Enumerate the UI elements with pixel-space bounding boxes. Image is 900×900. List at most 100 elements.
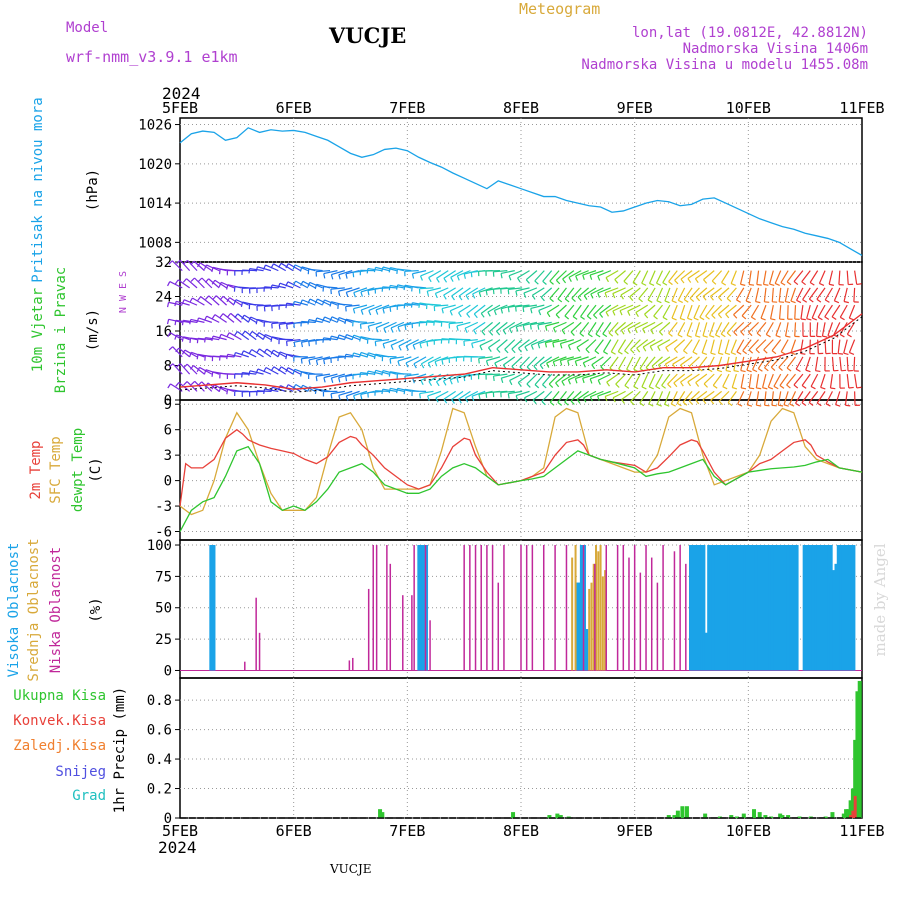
wind-barb-tick — [270, 349, 274, 355]
x-tick-label-bottom: 7FEB — [389, 822, 425, 840]
wind-barb — [463, 339, 478, 342]
wind-barb-tick — [189, 365, 194, 370]
wind-barb — [664, 287, 671, 302]
wind-barb — [686, 304, 693, 319]
wind-barb-tick — [404, 325, 407, 331]
pressure-line — [179, 127, 863, 257]
wind-barb — [427, 287, 442, 292]
cloud-bar — [367, 588, 370, 671]
panel-label: Pritisak na nivou mora — [30, 97, 46, 282]
wind-barb-tick — [856, 283, 862, 286]
wind-barb — [705, 304, 715, 317]
wind-barb-tick — [552, 342, 555, 348]
wind-barb — [597, 390, 611, 397]
wind-barb-tick — [537, 343, 541, 349]
wind-barb — [740, 374, 745, 388]
wind-barb-tick — [299, 299, 303, 305]
wind-barb-tick — [285, 341, 288, 347]
wind-barb-tick — [620, 294, 624, 300]
wind-barb — [443, 287, 456, 296]
wind-barb-tick — [336, 317, 340, 323]
wind-barb — [661, 373, 671, 386]
wind-barb-tick — [562, 278, 567, 284]
precip-bar — [566, 816, 571, 818]
wind-barb — [496, 339, 508, 350]
wind-barb — [667, 373, 678, 385]
wind-barb — [843, 339, 848, 354]
wind-barb — [846, 270, 849, 285]
wind-barb — [523, 287, 538, 294]
wind-barb-tick — [456, 275, 460, 281]
wind-barb — [854, 270, 858, 285]
wind-barb-tick — [615, 383, 620, 388]
wind-barb-tick — [367, 326, 371, 332]
wind-barb-tick — [255, 319, 258, 325]
panel-label: Snijeg — [55, 764, 106, 780]
wind-barb — [301, 339, 316, 343]
wind-barb — [773, 373, 782, 387]
wind-barb-tick — [255, 266, 259, 272]
wind-barb — [727, 391, 737, 404]
wind-barb — [692, 339, 700, 353]
wind-barb — [683, 287, 693, 300]
wind-barb-tick — [564, 315, 570, 320]
wind-barb-tick — [181, 320, 184, 326]
wind-barb-tick — [840, 316, 845, 321]
wind-barb-tick — [515, 326, 519, 332]
wind-barb — [220, 386, 235, 392]
wind-barb-tick — [549, 280, 554, 285]
wind-barb-tick — [471, 343, 474, 349]
wind-barb-tick — [815, 370, 821, 373]
wind-barb-tick — [190, 277, 195, 282]
wind-barb — [746, 391, 752, 405]
wind-barb-tick — [748, 349, 754, 354]
wind-barb-tick — [428, 381, 433, 386]
wind-barb — [532, 390, 545, 401]
wind-barb-tick — [586, 315, 592, 320]
wind-barb — [748, 270, 752, 285]
wind-barb — [390, 339, 405, 346]
wind-barb — [794, 391, 804, 404]
wind-barb-tick — [756, 332, 762, 337]
wind-barb-tick — [671, 317, 677, 321]
wind-barb-tick — [300, 358, 303, 364]
wind-barb — [560, 339, 575, 345]
wind-barb-tick — [360, 309, 364, 315]
wind-barb-tick — [762, 387, 768, 390]
wind-barb — [707, 356, 715, 370]
wind-barb — [802, 287, 811, 300]
cloud-bar — [554, 545, 556, 671]
wind-barb — [703, 270, 715, 281]
wind-barb-tick — [793, 281, 799, 286]
wind-barb — [650, 321, 663, 331]
wind-barb — [572, 304, 582, 317]
wind-barb-tick — [658, 331, 664, 336]
wind-barb-tick — [473, 313, 478, 319]
wind-barb-tick — [785, 335, 791, 338]
wind-barb — [703, 373, 715, 385]
wind-barb-tick — [702, 335, 708, 338]
wind-barb — [200, 296, 213, 306]
wind-barb-tick — [583, 397, 587, 403]
wind-barb-tick — [733, 370, 739, 373]
cloud-bar — [582, 545, 585, 671]
cloud-bar — [525, 545, 528, 671]
wind-barb-tick — [517, 277, 521, 283]
wind-barb-tick — [492, 375, 495, 382]
wind-barb-tick — [466, 313, 471, 318]
wind-barb — [172, 363, 183, 375]
wind-barb — [537, 321, 552, 326]
precip-bar — [849, 815, 853, 818]
wind-barb-tick — [456, 325, 459, 331]
y-tick-label: 1020 — [138, 157, 172, 173]
wind-barb-tick — [226, 389, 229, 395]
wind-barb-tick — [181, 336, 184, 342]
wind-barb-tick — [712, 384, 718, 389]
wind-barb — [655, 373, 664, 387]
wind-barb — [854, 374, 858, 389]
wind-barb — [656, 287, 664, 301]
wind-barb — [345, 270, 360, 275]
wind-barb — [458, 390, 471, 400]
wind-barb — [769, 305, 774, 319]
wind-barb-tick — [717, 369, 723, 373]
